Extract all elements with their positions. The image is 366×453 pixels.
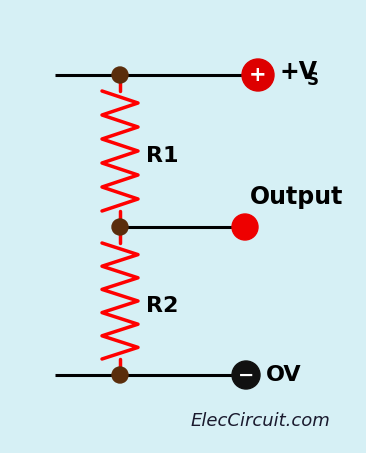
Text: +V: +V [279,60,317,84]
Text: R2: R2 [146,296,178,316]
Circle shape [112,367,128,383]
Circle shape [112,219,128,235]
Circle shape [232,214,258,240]
Text: Output: Output [250,185,343,209]
Text: OV: OV [266,365,302,385]
Text: R1: R1 [146,146,179,166]
Circle shape [112,67,128,83]
Circle shape [232,361,260,389]
Text: +: + [249,65,267,85]
Text: ElecCircuit.com: ElecCircuit.com [190,412,330,430]
Text: −: − [238,366,254,385]
Circle shape [242,59,274,91]
Text: S: S [307,71,319,89]
